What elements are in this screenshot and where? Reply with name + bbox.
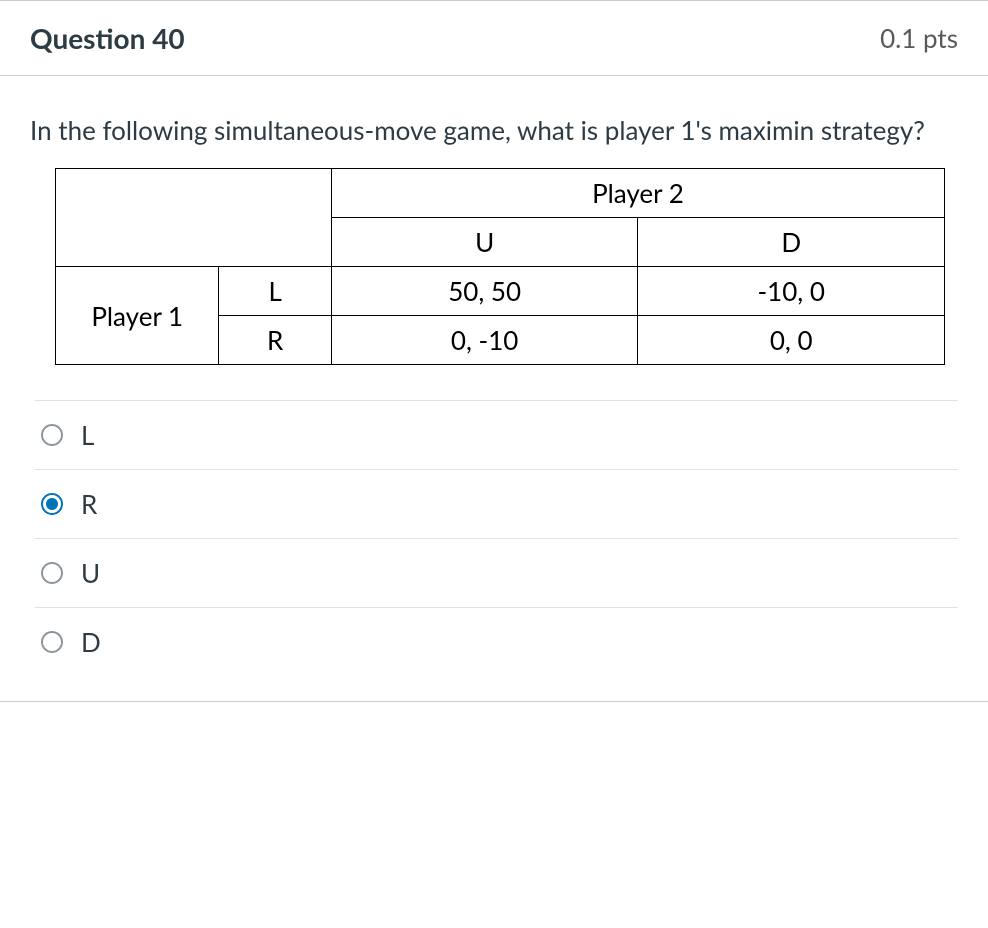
table-topleft-empty [56, 169, 332, 267]
question-title: Question 40 [30, 21, 185, 55]
radio-button-l[interactable] [41, 424, 63, 446]
option-row[interactable]: L [35, 400, 958, 469]
player2-strategy-d: D [638, 218, 945, 267]
payoff-l-d: -10, 0 [638, 267, 945, 316]
question-points: 0.1 pts [880, 22, 958, 54]
question-text: In the following simultaneous-move game,… [30, 111, 958, 150]
option-label[interactable]: R [81, 488, 97, 520]
payoff-l-u: 50, 50 [331, 267, 638, 316]
answer-options: L R U D [35, 400, 958, 676]
option-row[interactable]: R [35, 469, 958, 538]
question-container: Question 40 0.1 pts In the following sim… [0, 0, 988, 702]
payoff-r-d: 0, 0 [638, 316, 945, 365]
radio-button-u[interactable] [41, 562, 63, 584]
option-label[interactable]: D [81, 626, 101, 658]
question-body: In the following simultaneous-move game,… [0, 76, 988, 701]
option-label[interactable]: U [81, 557, 100, 589]
player2-label: Player 2 [331, 169, 944, 218]
payoff-table: Player 2 U D Player 1 L 50, 50 -10, 0 R … [55, 168, 945, 365]
question-header: Question 40 0.1 pts [0, 1, 988, 76]
payoff-r-u: 0, -10 [331, 316, 638, 365]
option-row[interactable]: U [35, 538, 958, 607]
radio-button-d[interactable] [41, 631, 63, 653]
option-row[interactable]: D [35, 607, 958, 676]
player1-strategy-l: L [219, 267, 331, 316]
player1-label: Player 1 [56, 267, 219, 365]
player1-strategy-r: R [219, 316, 331, 365]
player2-strategy-u: U [331, 218, 638, 267]
radio-button-r[interactable] [41, 493, 63, 515]
option-label[interactable]: L [81, 419, 94, 451]
